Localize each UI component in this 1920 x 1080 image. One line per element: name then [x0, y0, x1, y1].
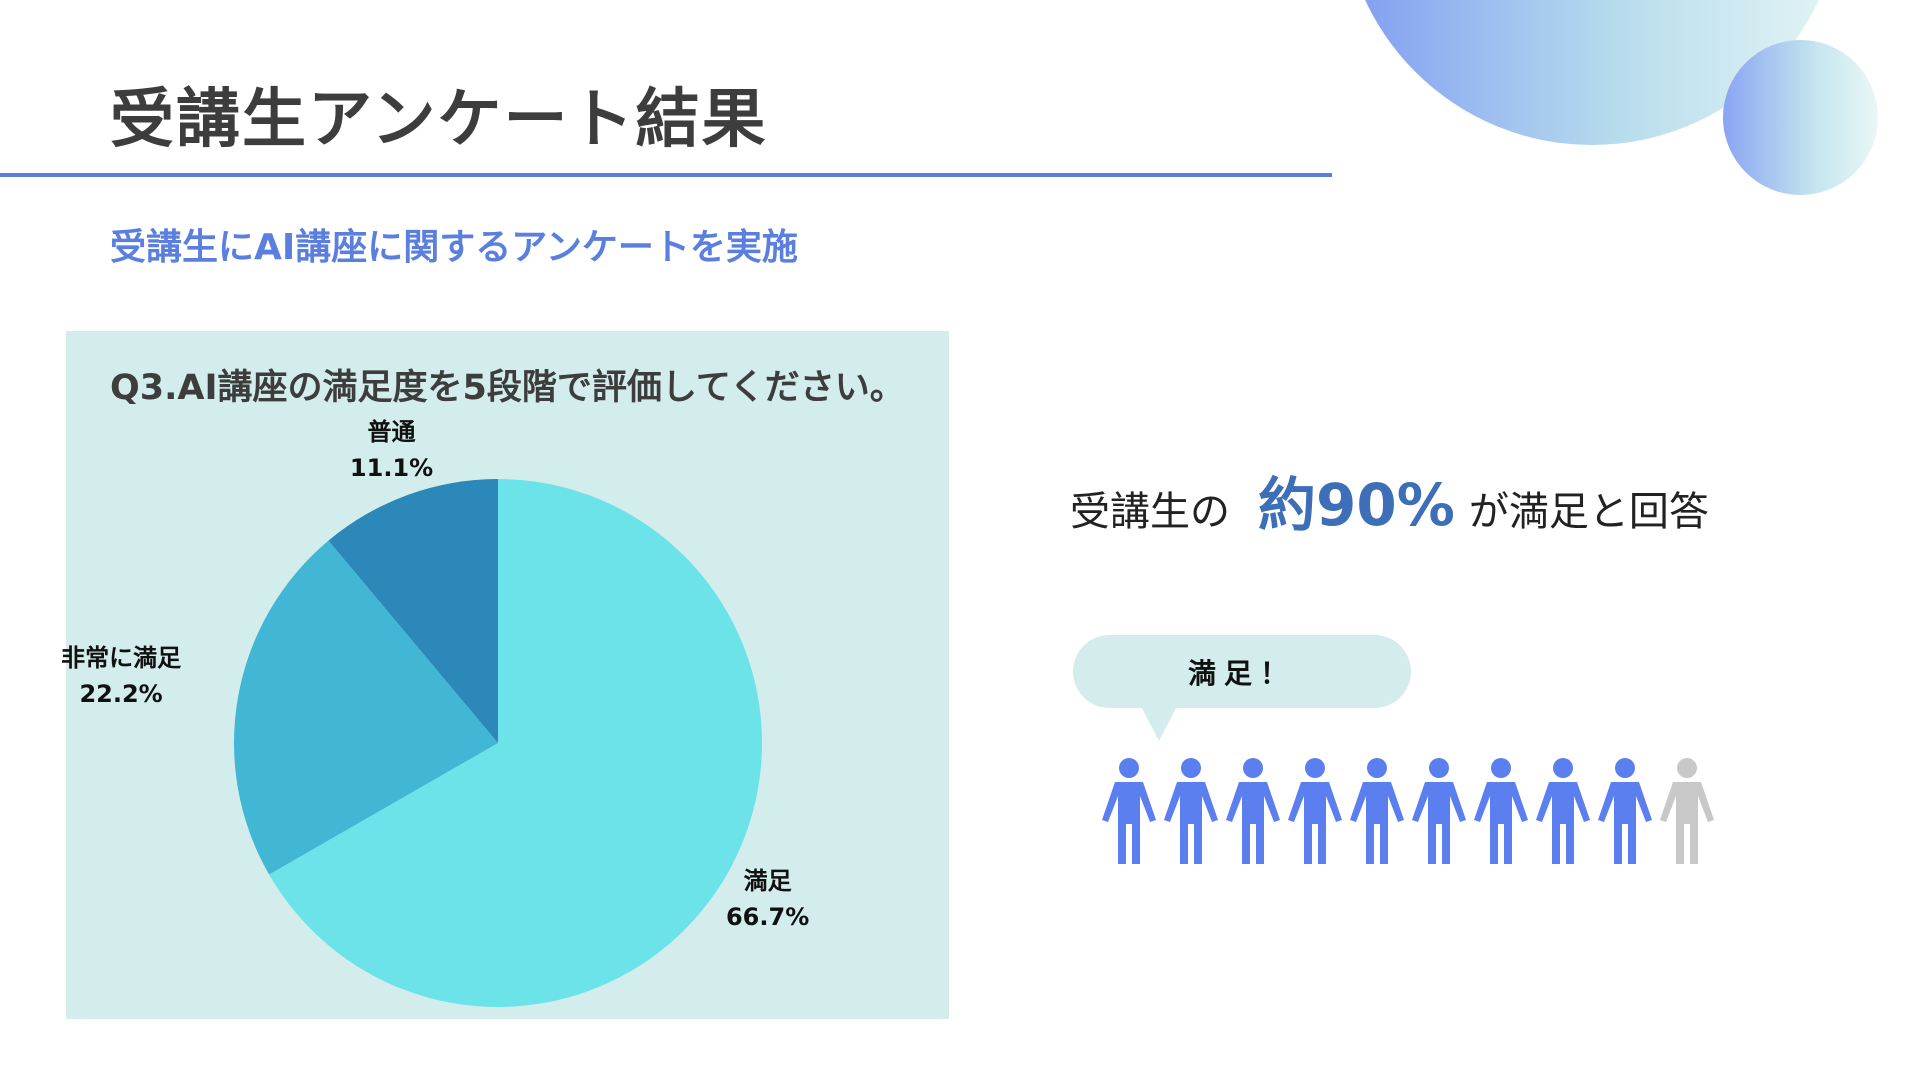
person-satisfied-icon: [1534, 758, 1592, 868]
summary-headline: 受講生の 約90% が満足と回答: [1070, 458, 1709, 542]
summary-prefix: 受講生の: [1070, 489, 1230, 535]
slice-value-label: 66.7%: [725, 903, 810, 932]
pie-slice-0: [269, 479, 763, 1007]
slice-label-0: 満足 66.7%: [726, 863, 809, 935]
slice-category-label: 満足: [743, 867, 792, 896]
person-satisfied-icon: [1410, 758, 1468, 868]
person-satisfied-icon: [1596, 758, 1654, 868]
person-satisfied-icon: [1472, 758, 1530, 868]
title-divider: [0, 173, 1332, 177]
speech-bubble: 満足！: [1073, 635, 1411, 708]
pie-slice-1: [233, 540, 498, 875]
speech-bubble-text: 満足！: [1187, 656, 1296, 690]
person-satisfied-icon: [1162, 758, 1220, 868]
chart-title: Q3.AI講座の満足度を5段階で評価してください。: [110, 368, 905, 408]
person-satisfied-icon: [1100, 758, 1158, 868]
summary-suffix: が満足と回答: [1468, 489, 1709, 535]
slice-value-label: 22.2%: [79, 680, 163, 708]
speech-bubble-tail: [1142, 708, 1176, 741]
person-satisfied-icon: [1286, 758, 1344, 868]
person-satisfied-icon: [1224, 758, 1282, 868]
summary-highlight: 約90%: [1258, 471, 1455, 539]
person-other-icon: [1658, 758, 1716, 868]
person-satisfied-icon: [1348, 758, 1406, 868]
slice-label-2: 普通 11.1%: [350, 414, 433, 486]
pie-slice-2: [328, 479, 498, 743]
page-title: 受講生アンケート結果: [110, 83, 768, 157]
slice-value-label: 11.1%: [349, 454, 434, 483]
pie-chart-panel: Q3.AI講座の満足度を5段階で評価してください。 満足 66.7% 非常に満足 22…: [61, 331, 949, 1019]
people-icon-row: [1100, 758, 1716, 868]
slice-label-1: 非常に満足 22.2%: [61, 640, 181, 712]
slice-category-label: 普通: [367, 418, 416, 447]
slice-category-label: 非常に満足: [61, 644, 182, 672]
pie-chart: [233, 479, 763, 1007]
page-subtitle: 受講生にAI講座に関するアンケートを実施: [110, 227, 798, 268]
decorative-circle-small: [1723, 40, 1878, 195]
